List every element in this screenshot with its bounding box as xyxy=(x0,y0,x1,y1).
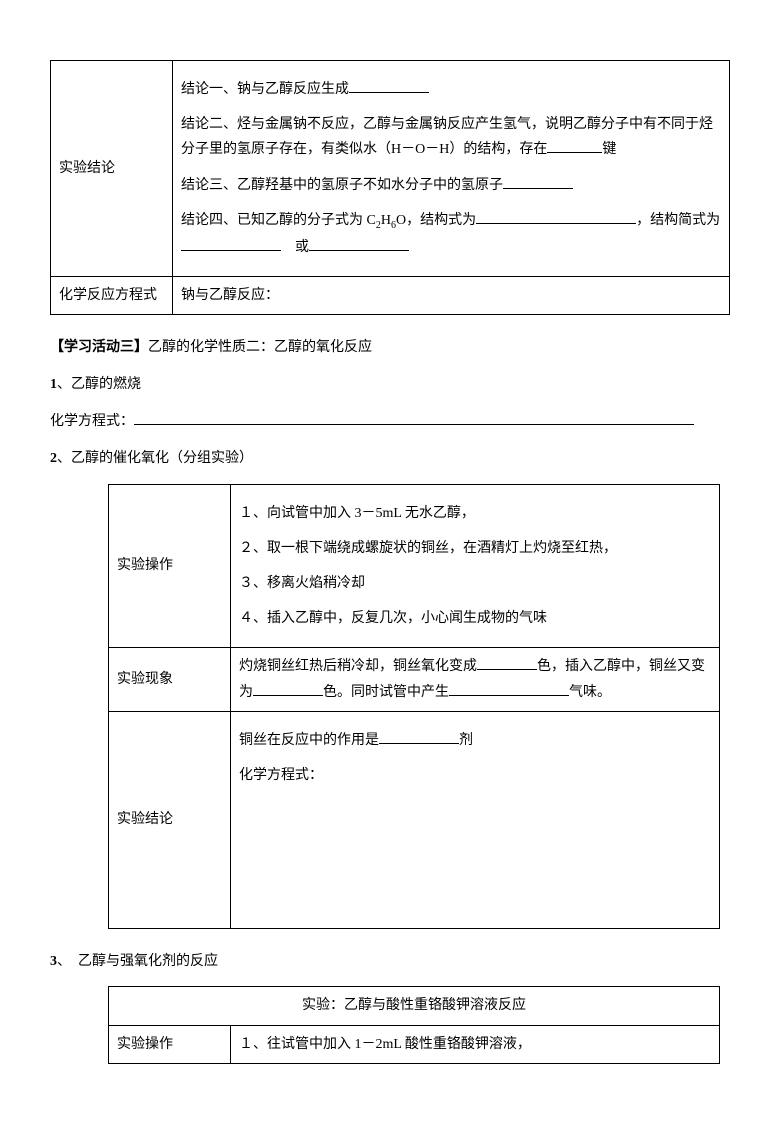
table-row: 实验操作 １、向试管中加入 3－5mL 无水乙醇， ２、取一根下端绕成螺旋状的铜… xyxy=(109,484,720,648)
equation-line: 化学方程式： xyxy=(50,409,730,434)
table-row: 实验操作 １、往试管中加入 1－2mL 酸性重铬酸钾溶液， xyxy=(109,1025,720,1063)
text: 或 xyxy=(295,240,309,255)
experiment-table: 实验操作 １、向试管中加入 3－5mL 无水乙醇， ２、取一根下端绕成螺旋状的铜… xyxy=(108,484,720,930)
step: ２、取一根下端绕成螺旋状的铜丝，在酒精灯上灼烧至红热， xyxy=(239,536,711,561)
item-text: 、 乙醇与强氧化剂的反应 xyxy=(57,954,218,969)
text: ，结构简式为 xyxy=(636,213,720,228)
blank-field[interactable] xyxy=(349,92,429,93)
blank-field[interactable] xyxy=(134,424,694,425)
heading-bold: 【学习活动三】 xyxy=(50,340,148,355)
blank-field[interactable] xyxy=(547,152,602,153)
row-label: 化学反应方程式 xyxy=(51,276,173,314)
text: 结论一、钠与乙醇反应生成 xyxy=(181,82,349,97)
table-row: 实验结论 铜丝在反应中的作用是 剂 化学方程式： xyxy=(109,711,720,928)
item-number: 3 xyxy=(50,954,57,969)
text: 铜丝在反应中的作用是 xyxy=(239,733,379,748)
blank-field[interactable] xyxy=(309,250,409,251)
row-content: １、向试管中加入 3－5mL 无水乙醇， ２、取一根下端绕成螺旋状的铜丝，在酒精… xyxy=(231,484,720,648)
table-row: 化学反应方程式 钠与乙醇反应： xyxy=(51,276,730,314)
blank-field[interactable] xyxy=(181,250,281,251)
step: ３、移离火焰稍冷却 xyxy=(239,571,711,596)
text: 结论二、烃与金属钠不反应，乙醇与金属钠反应产生氢气，说明乙醇分子中有不同于烃分子… xyxy=(181,117,713,157)
item-number: 1 xyxy=(50,377,57,392)
row-content: １、往试管中加入 1－2mL 酸性重铬酸钾溶液， xyxy=(231,1025,720,1063)
blank-field[interactable] xyxy=(503,188,573,189)
text: 化学方程式： xyxy=(239,763,711,788)
row-label: 实验现象 xyxy=(109,648,231,711)
row-content: 铜丝在反应中的作用是 剂 化学方程式： xyxy=(231,711,720,928)
row-label: 实验操作 xyxy=(109,484,231,648)
text: 结论四、已知乙醇的分子式为 C xyxy=(181,213,376,228)
row-label: 实验操作 xyxy=(109,1025,231,1063)
row-label: 实验结论 xyxy=(51,61,173,277)
text: 键 xyxy=(602,142,616,157)
text: O，结构式为 xyxy=(396,213,476,228)
label: 化学方程式： xyxy=(50,414,134,429)
table-row: 实验结论 结论一、钠与乙醇反应生成 结论二、烃与金属钠不反应，乙醇与金属钠反应产… xyxy=(51,61,730,277)
list-item: 1、乙醇的燃烧 xyxy=(50,372,730,397)
text: 气味。 xyxy=(569,685,611,700)
text: 色。同时试管中产生 xyxy=(323,685,449,700)
text: 灼烧铜丝红热后稍冷却，铜丝氧化变成 xyxy=(239,659,477,674)
blank-field[interactable] xyxy=(379,743,459,744)
conclusion-table: 实验结论 结论一、钠与乙醇反应生成 结论二、烃与金属钠不反应，乙醇与金属钠反应产… xyxy=(50,60,730,315)
row-content: 结论一、钠与乙醇反应生成 结论二、烃与金属钠不反应，乙醇与金属钠反应产生氢气，说… xyxy=(173,61,730,277)
blank-field[interactable] xyxy=(253,695,323,696)
row-label: 实验结论 xyxy=(109,711,231,928)
item-text: 、乙醇的催化氧化（分组实验） xyxy=(57,451,253,466)
table-header: 实验：乙醇与酸性重铬酸钾溶液反应 xyxy=(109,987,720,1025)
step: ４、插入乙醇中，反复几次，小心闻生成物的气味 xyxy=(239,606,711,631)
activity-heading: 【学习活动三】乙醇的化学性质二：乙醇的氧化反应 xyxy=(50,335,730,360)
table-row: 实验现象 灼烧铜丝红热后稍冷却，铜丝氧化变成色，插入乙醇中，铜丝又变为色。同时试… xyxy=(109,648,720,711)
list-item: 2、乙醇的催化氧化（分组实验） xyxy=(50,446,730,471)
step: １、向试管中加入 3－5mL 无水乙醇， xyxy=(239,501,711,526)
blank-field[interactable] xyxy=(449,695,569,696)
list-item: 3、 乙醇与强氧化剂的反应 xyxy=(50,949,730,974)
row-content: 灼烧铜丝红热后稍冷却，铜丝氧化变成色，插入乙醇中，铜丝又变为色。同时试管中产生气… xyxy=(231,648,720,711)
blank-field[interactable] xyxy=(477,669,537,670)
item-text: 、乙醇的燃烧 xyxy=(57,377,141,392)
text: 剂 xyxy=(459,733,473,748)
text: 结论三、乙醇羟基中的氢原子不如水分子中的氢原子 xyxy=(181,178,503,193)
heading-text: 乙醇的化学性质二：乙醇的氧化反应 xyxy=(148,340,372,355)
row-content: 钠与乙醇反应： xyxy=(173,276,730,314)
item-number: 2 xyxy=(50,451,57,466)
blank-field[interactable] xyxy=(476,223,636,224)
text: H xyxy=(381,213,391,228)
oxidizer-table: 实验：乙醇与酸性重铬酸钾溶液反应 实验操作 １、往试管中加入 1－2mL 酸性重… xyxy=(108,986,720,1063)
table-row: 实验：乙醇与酸性重铬酸钾溶液反应 xyxy=(109,987,720,1025)
